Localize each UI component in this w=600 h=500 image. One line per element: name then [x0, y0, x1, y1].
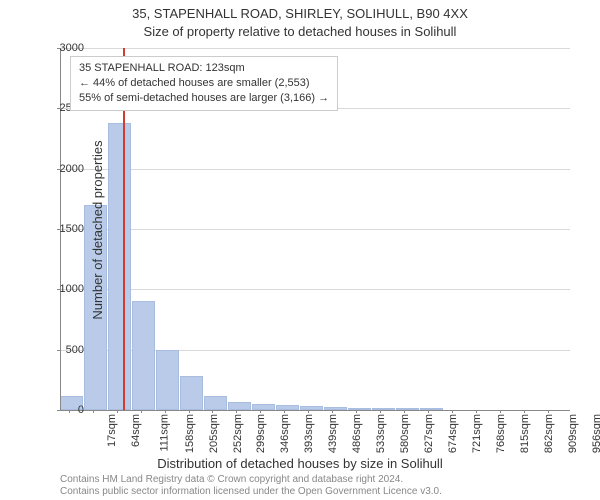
x-tick-label: 346sqm	[280, 414, 292, 453]
x-tick-label: 393sqm	[304, 414, 316, 453]
attribution-footer: Contains HM Land Registry data © Crown c…	[60, 474, 442, 498]
histogram-bar	[108, 123, 131, 410]
chart-subtitle: Size of property relative to detached ho…	[0, 24, 600, 39]
chart-title-address: 35, STAPENHALL ROAD, SHIRLEY, SOLIHULL, …	[0, 6, 600, 21]
x-tick-label: 815sqm	[519, 414, 531, 453]
y-tick-label: 3000	[44, 42, 84, 54]
x-tick-label: 158sqm	[184, 414, 196, 453]
x-tick-label: 627sqm	[423, 414, 435, 453]
x-tick-label: 111sqm	[158, 414, 170, 452]
histogram-bar	[180, 376, 203, 410]
x-tick-label: 64sqm	[130, 414, 142, 447]
footer-line-2: Contains public sector information licen…	[60, 486, 442, 498]
x-tick-label: 299sqm	[256, 414, 268, 453]
legend-box: 35 STAPENHALL ROAD: 123sqm ← 44% of deta…	[70, 56, 338, 111]
x-tick-label: 17sqm	[106, 414, 118, 447]
y-tick-label: 0	[44, 404, 84, 416]
x-tick-label: 252sqm	[232, 414, 244, 453]
histogram-bar	[204, 396, 227, 410]
legend-line-3: 55% of semi-detached houses are larger (…	[79, 91, 329, 106]
x-tick-label: 486sqm	[351, 414, 363, 453]
x-tick-label: 956sqm	[591, 414, 600, 453]
x-axis-line	[60, 410, 570, 411]
x-tick-label: 721sqm	[471, 414, 483, 453]
x-tick-label: 909sqm	[567, 414, 579, 453]
x-tick-label: 439sqm	[327, 414, 339, 453]
footer-line-1: Contains HM Land Registry data © Crown c…	[60, 474, 442, 486]
x-tick-label: 862sqm	[543, 414, 555, 453]
x-axis-label: Distribution of detached houses by size …	[0, 456, 600, 471]
y-axis-label: Number of detached properties	[90, 140, 105, 319]
histogram-bar	[156, 350, 179, 410]
x-tick-label: 580sqm	[399, 414, 411, 453]
histogram-bar	[228, 402, 251, 410]
y-tick-label: 1000	[44, 283, 84, 295]
legend-line-2: ← 44% of detached houses are smaller (2,…	[79, 76, 329, 91]
legend-line-1: 35 STAPENHALL ROAD: 123sqm	[79, 61, 329, 76]
y-tick-label: 1500	[44, 223, 84, 235]
x-tick-label: 674sqm	[447, 414, 459, 453]
x-tick-label: 533sqm	[375, 414, 387, 453]
x-tick-label: 205sqm	[208, 414, 220, 453]
y-tick-label: 500	[44, 344, 84, 356]
histogram-bar	[132, 301, 155, 410]
chart-container: { "title_line1":"35, STAPENHALL ROAD, SH…	[0, 0, 600, 500]
y-tick-label: 2000	[44, 163, 84, 175]
x-tick-label: 768sqm	[495, 414, 507, 453]
